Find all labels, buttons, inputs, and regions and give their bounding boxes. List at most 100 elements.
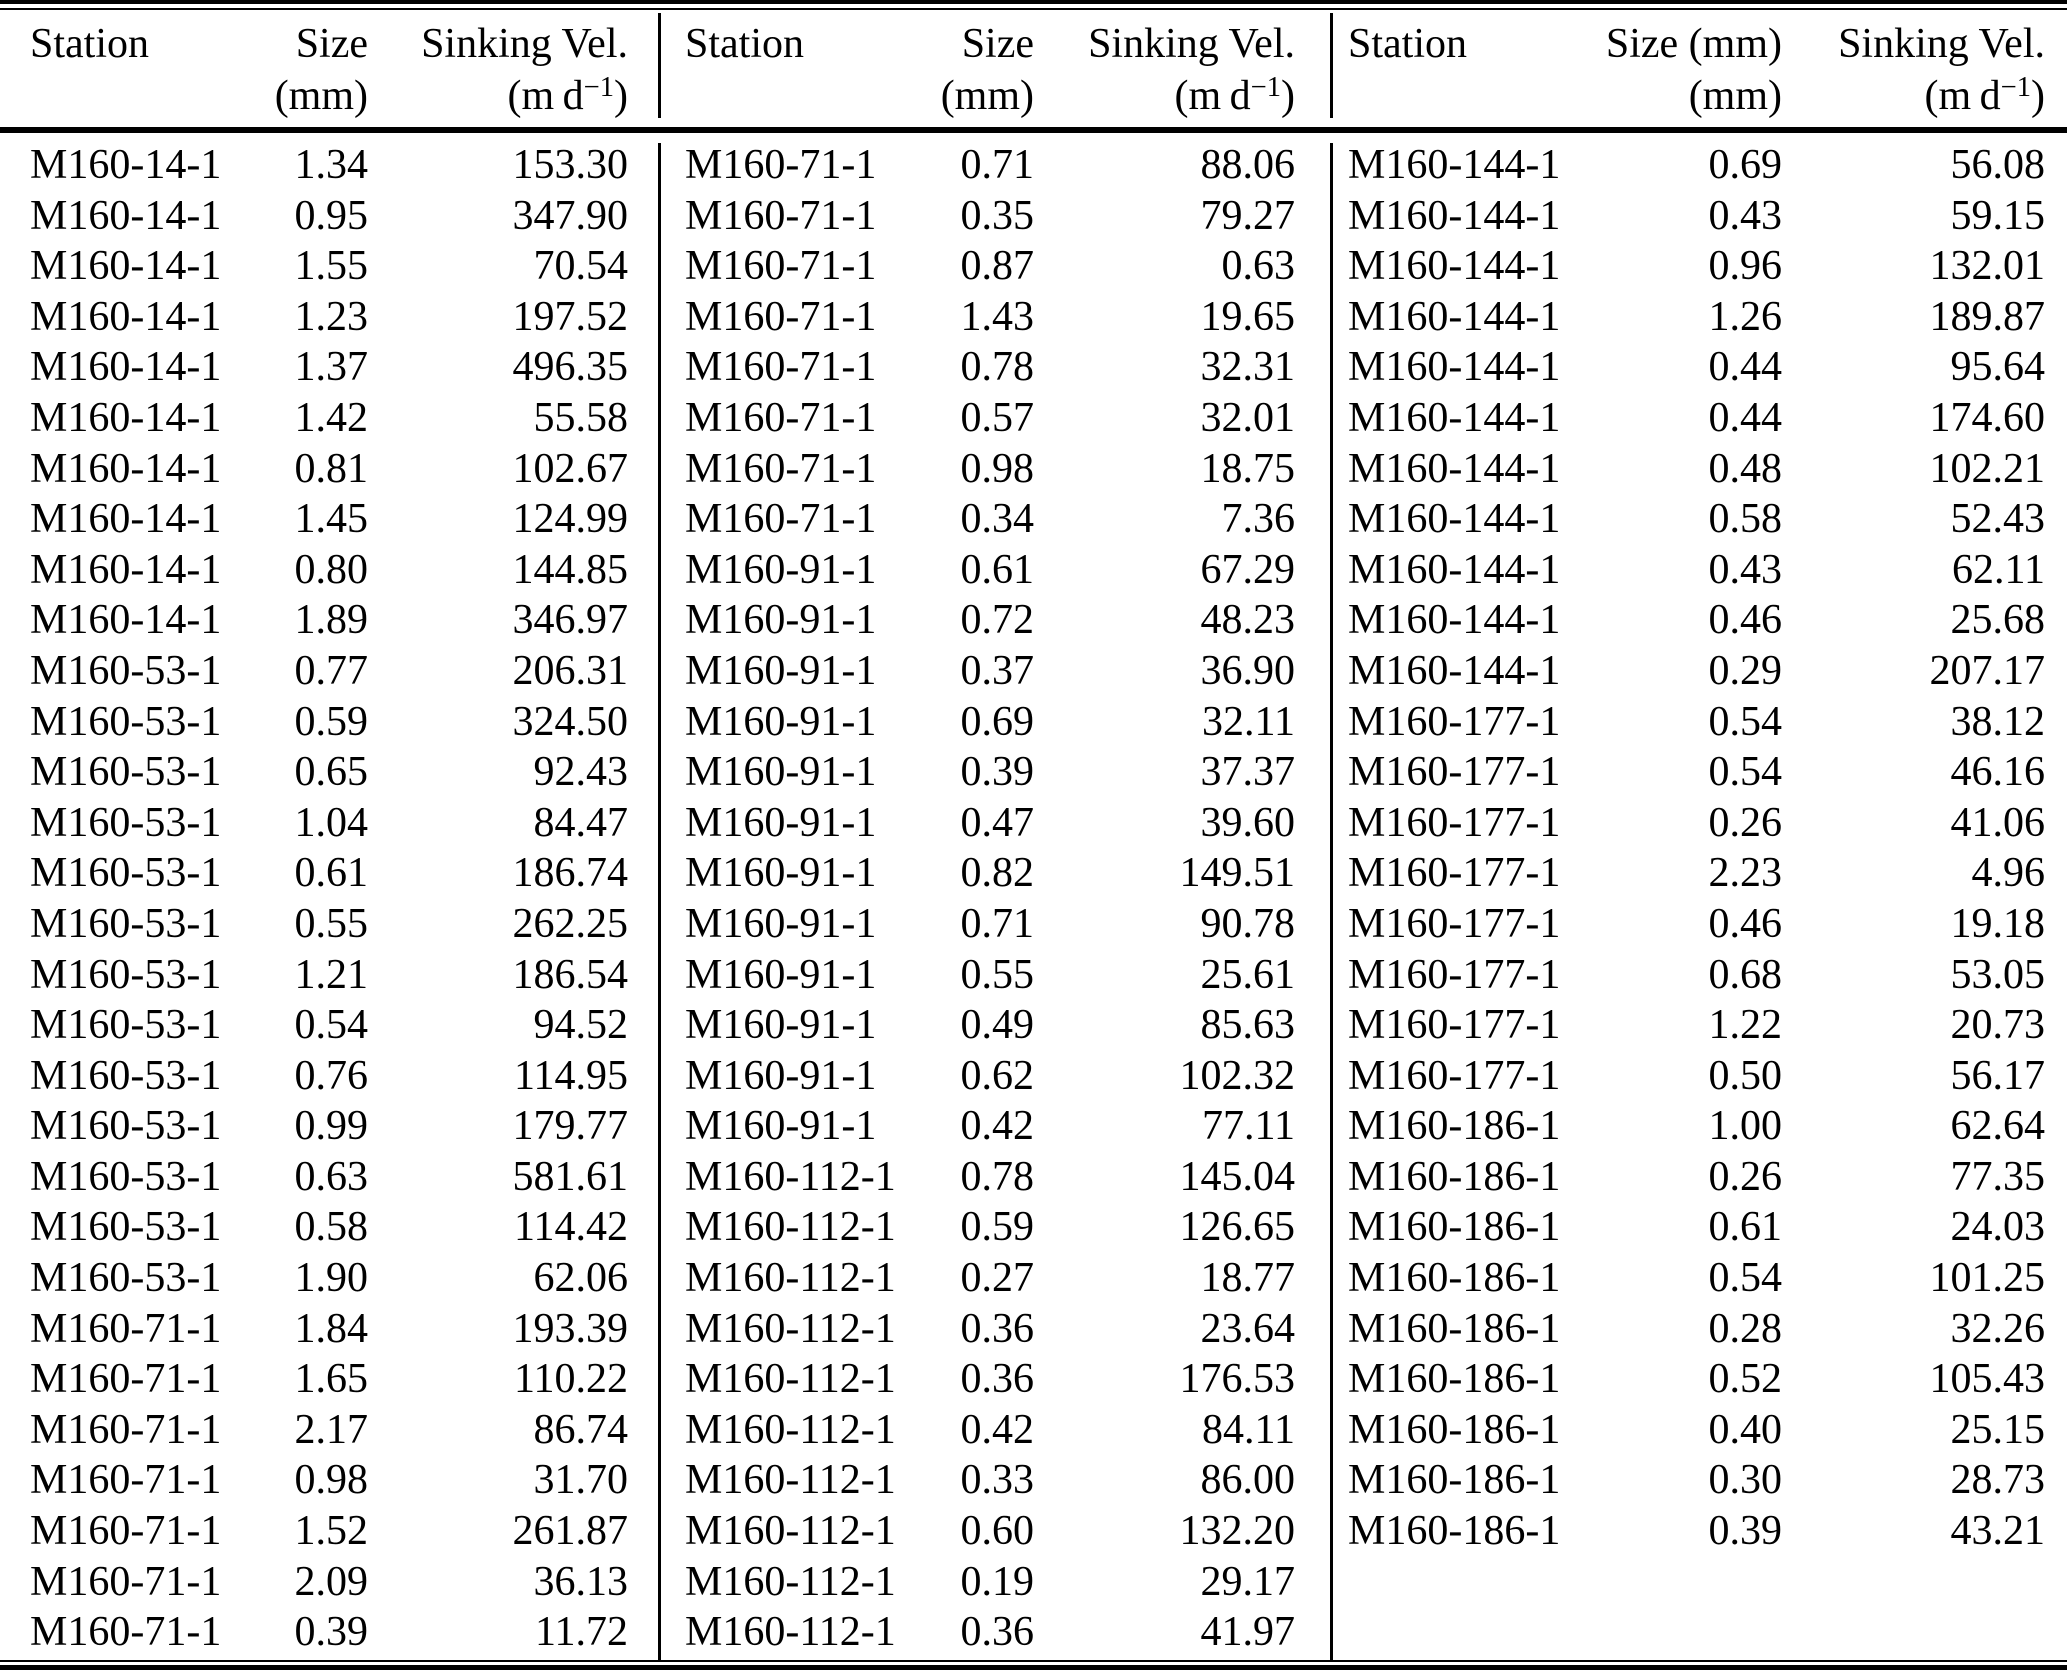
size-cell: 0.60 bbox=[960, 1508, 1035, 1555]
sinking-velocity-cell: 25.15 bbox=[1950, 1406, 2046, 1453]
spacer-cell bbox=[1295, 444, 1330, 495]
station-cell: M160-53-1 bbox=[30, 900, 222, 947]
spacer-cell bbox=[628, 1101, 658, 1152]
size-cell: 1.90 bbox=[294, 1255, 369, 1302]
sinking-velocity-cell: 132.20 bbox=[1179, 1508, 1296, 1555]
spacer-cell bbox=[2045, 798, 2067, 849]
sinking-velocity-cell: 102.67 bbox=[512, 445, 629, 492]
station-cell: M160-53-1 bbox=[30, 951, 222, 998]
spacer-cell bbox=[1295, 848, 1330, 899]
table-row: M160-144-1 0.48 102.21 bbox=[1333, 444, 2067, 495]
station-cell: M160-53-1 bbox=[30, 850, 222, 897]
column-separator-2-body bbox=[1330, 143, 1333, 1660]
spacer-cell bbox=[628, 70, 658, 140]
station-cell: M160-71-1 bbox=[30, 1406, 222, 1453]
sinking-velocity-unit-label: (m d−1) bbox=[1782, 70, 2045, 140]
size-cell: 0.55 bbox=[960, 951, 1035, 998]
spacer-cell bbox=[1295, 191, 1330, 242]
sinking-velocity-cell: 77.35 bbox=[1950, 1153, 2046, 1200]
size-cell: 0.42 bbox=[960, 1103, 1035, 1150]
column-separator-1-header bbox=[658, 13, 661, 118]
size-cell: 0.37 bbox=[960, 647, 1035, 694]
spacer-cell bbox=[2045, 292, 2067, 343]
sinking-velocity-cell: 19.18 bbox=[1950, 900, 2046, 947]
station-cell: M160-14-1 bbox=[30, 293, 222, 340]
sinking-velocity-cell: 62.06 bbox=[533, 1255, 629, 1302]
size-unit-label: (mm) bbox=[1688, 73, 1782, 119]
station-cell: M160-112-1 bbox=[685, 1558, 896, 1605]
station-column-header: Station bbox=[685, 21, 805, 67]
table-row: M160-71-1 0.35 79.27 bbox=[661, 191, 1330, 242]
size-cell: 0.54 bbox=[1708, 749, 1783, 796]
table-row: M160-112-1 0.36 41.97 bbox=[661, 1607, 1330, 1658]
station-cell: M160-91-1 bbox=[685, 799, 877, 846]
table-row: M160-71-1 0.98 31.70 bbox=[0, 1455, 658, 1506]
table-row: M160-53-1 1.90 62.06 bbox=[0, 1253, 658, 1304]
spacer-cell bbox=[661, 70, 911, 140]
spacer-cell bbox=[628, 1152, 658, 1203]
table-row: M160-14-1 0.95 347.90 bbox=[0, 191, 658, 242]
sinking-velocity-cell: 77.11 bbox=[1202, 1103, 1295, 1150]
station-cell: M160-71-1 bbox=[685, 243, 877, 290]
table-row: M160-186-1 0.54 101.25 bbox=[1333, 1253, 2067, 1304]
sinking-velocity-cell: 90.78 bbox=[1200, 900, 1296, 947]
station-cell: M160-112-1 bbox=[685, 1457, 896, 1504]
station-cell: M160-91-1 bbox=[685, 1002, 877, 1049]
station-cell: M160-186-1 bbox=[1348, 1103, 1561, 1150]
sinking-velocity-cell: 262.25 bbox=[512, 900, 629, 947]
unit-exponent: −1 bbox=[2000, 72, 2031, 104]
sinking-velocity-cell: 56.17 bbox=[1950, 1052, 2046, 1099]
unit-prefix: (m d bbox=[1174, 73, 1251, 119]
size-cell: 1.55 bbox=[294, 243, 369, 290]
spacer-cell bbox=[2045, 393, 2067, 444]
size-cell: 0.44 bbox=[1708, 344, 1783, 391]
station-cell: M160-144-1 bbox=[1348, 192, 1561, 239]
station-cell: M160-144-1 bbox=[1348, 344, 1561, 391]
table-column-group-3: Station Size (mm) Sinking Vel. (mm) (m d… bbox=[1333, 14, 2067, 1557]
sinking-velocity-column-header: Sinking Vel. bbox=[1838, 21, 2045, 67]
station-cell: M160-177-1 bbox=[1348, 900, 1561, 947]
spacer-cell bbox=[1295, 545, 1330, 596]
size-cell: 0.42 bbox=[960, 1406, 1035, 1453]
station-cell: M160-186-1 bbox=[1348, 1305, 1561, 1352]
station-cell: M160-112-1 bbox=[685, 1508, 896, 1555]
station-cell: M160-71-1 bbox=[685, 445, 877, 492]
table-row: M160-14-1 0.80 144.85 bbox=[0, 545, 658, 596]
table-row: M160-186-1 1.00 62.64 bbox=[1333, 1101, 2067, 1152]
size-cell: 0.52 bbox=[1708, 1356, 1783, 1403]
size-cell: 0.26 bbox=[1708, 1153, 1783, 1200]
table-column-group-2: Station Size Sinking Vel. (mm) (m d−1) M… bbox=[661, 14, 1330, 1658]
size-cell: 0.98 bbox=[294, 1457, 369, 1504]
table-row: M160-53-1 0.61 186.74 bbox=[0, 848, 658, 899]
sinking-velocity-cell: 39.60 bbox=[1200, 799, 1296, 846]
station-cell: M160-144-1 bbox=[1348, 496, 1561, 543]
table-row: M160-177-1 0.26 41.06 bbox=[1333, 798, 2067, 849]
table-body-1: M160-14-1 1.34 153.30 M160-14-1 0.95 347.90 M1… bbox=[0, 140, 658, 1658]
size-cell: 0.47 bbox=[960, 799, 1035, 846]
spacer-cell bbox=[1333, 70, 1598, 140]
table-row: M160-71-1 2.17 86.74 bbox=[0, 1405, 658, 1456]
station-cell: M160-177-1 bbox=[1348, 1052, 1561, 1099]
sinking-velocity-cell: 46.16 bbox=[1950, 749, 2046, 796]
size-cell: 0.46 bbox=[1708, 900, 1783, 947]
spacer-cell bbox=[1295, 1051, 1330, 1102]
station-cell: M160-186-1 bbox=[1348, 1153, 1561, 1200]
table-row: M160-112-1 0.33 86.00 bbox=[661, 1455, 1330, 1506]
sinking-velocity-cell: 153.30 bbox=[512, 142, 629, 188]
sinking-velocity-unit-label: (m d−1) bbox=[368, 70, 628, 140]
size-cell: 0.62 bbox=[960, 1052, 1035, 1099]
spacer-cell bbox=[1295, 494, 1330, 545]
size-column-header: Size bbox=[295, 21, 368, 67]
sinking-velocity-cell: 193.39 bbox=[512, 1305, 629, 1352]
size-cell: 0.77 bbox=[294, 647, 369, 694]
table-header-3: Station Size (mm) Sinking Vel. (mm) (m d… bbox=[1333, 14, 2067, 140]
station-cell: M160-71-1 bbox=[685, 142, 877, 188]
sinking-velocity-cell: 124.99 bbox=[512, 496, 629, 543]
spacer-cell bbox=[628, 848, 658, 899]
table-row: M160-71-1 0.57 32.01 bbox=[661, 393, 1330, 444]
station-column-header: Station bbox=[30, 21, 150, 67]
spacer-cell bbox=[628, 950, 658, 1001]
station-cell: M160-14-1 bbox=[30, 344, 222, 391]
size-cell: 0.36 bbox=[960, 1356, 1035, 1403]
station-cell: M160-144-1 bbox=[1348, 546, 1561, 593]
